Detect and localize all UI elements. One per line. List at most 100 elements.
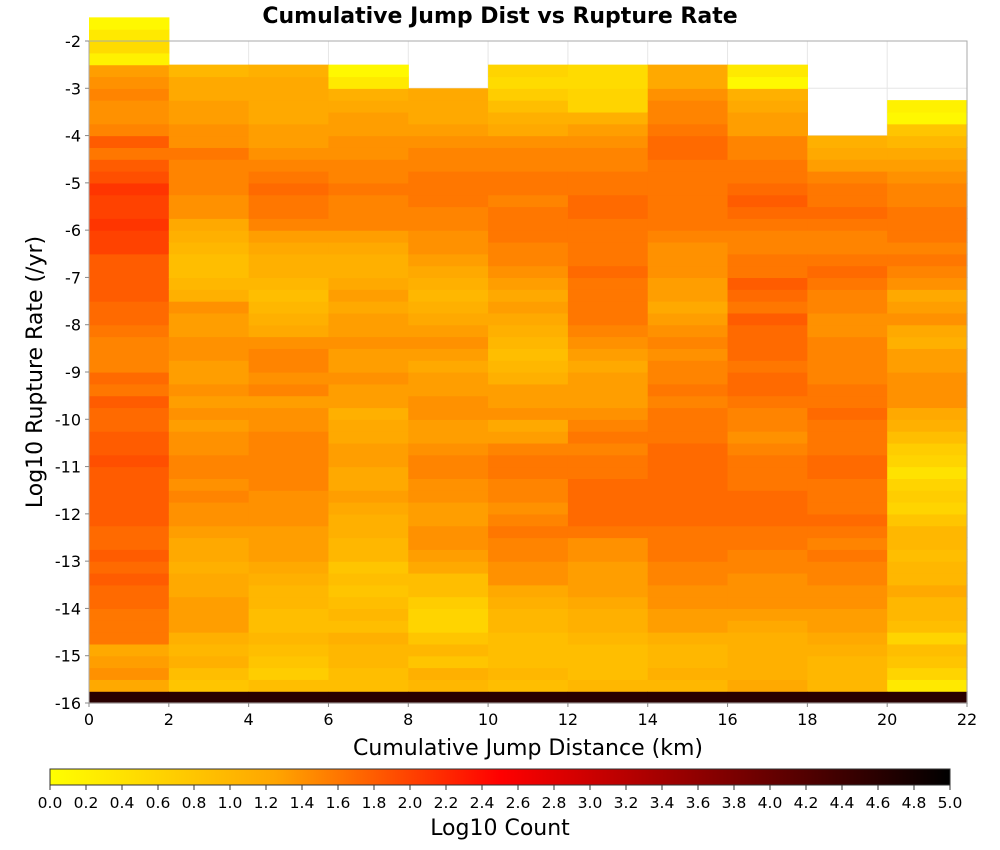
heatmap-cell xyxy=(248,324,330,338)
heatmap-cell xyxy=(807,431,888,444)
heatmap-cell xyxy=(887,336,968,349)
heatmap-cell xyxy=(727,301,808,314)
heatmap-cell xyxy=(647,596,729,610)
heatmap-cell xyxy=(727,395,808,409)
heatmap-cell xyxy=(328,502,409,515)
heatmap-cell xyxy=(89,265,170,279)
heatmap-cell xyxy=(248,442,330,456)
heatmap-cell xyxy=(567,111,649,125)
heatmap-cell xyxy=(168,572,250,586)
heatmap-cell xyxy=(408,111,489,125)
heatmap-cell xyxy=(248,596,330,610)
heatmap-cell xyxy=(567,230,649,243)
heatmap-cell xyxy=(168,218,250,231)
heatmap-cell xyxy=(567,584,649,598)
heatmap-cell xyxy=(647,466,729,479)
heatmap-cell xyxy=(89,679,170,692)
heatmap-cell xyxy=(887,360,968,373)
heatmap-cell xyxy=(328,572,409,586)
heatmap-cell xyxy=(89,407,170,420)
heatmap-cell xyxy=(727,241,808,255)
heatmap-cell xyxy=(887,584,968,598)
heatmap-cell xyxy=(567,643,649,657)
heatmap-cell xyxy=(168,513,250,527)
y-tick-label: -6 xyxy=(65,221,81,240)
heatmap-cell xyxy=(248,135,330,148)
heatmap-cell xyxy=(567,64,649,78)
heatmap-cell xyxy=(328,525,409,539)
heatmap-cell xyxy=(168,596,250,610)
heatmap-cell xyxy=(408,478,489,491)
heatmap-cell xyxy=(488,549,569,562)
heatmap-cell xyxy=(328,218,409,231)
heatmap-cell xyxy=(727,289,808,302)
heatmap-cell xyxy=(567,194,649,208)
heatmap-cell xyxy=(727,111,808,125)
heatmap-cell xyxy=(328,490,409,503)
heatmap-cell xyxy=(887,159,968,172)
heatmap-cell xyxy=(567,431,649,444)
heatmap-cell xyxy=(807,513,888,527)
heatmap-cell xyxy=(408,135,489,148)
heatmap-cell xyxy=(408,537,489,550)
heatmap-cell xyxy=(248,182,330,196)
heatmap-cell xyxy=(408,159,489,172)
heatmap-cell xyxy=(328,88,409,101)
heatmap-cell xyxy=(248,608,330,621)
heatmap-cell xyxy=(488,76,569,89)
heatmap-cell xyxy=(328,632,409,645)
heatmap-cell xyxy=(567,502,649,515)
heatmap-cell xyxy=(89,454,170,468)
heatmap-cell xyxy=(248,419,330,432)
heatmap-cell xyxy=(647,419,729,432)
heatmap-cell xyxy=(727,147,808,160)
colorbar-tick-label: 2.2 xyxy=(434,794,459,812)
colorbar-tick-label: 1.6 xyxy=(326,794,351,812)
heatmap-cell xyxy=(248,301,330,314)
heatmap-cell xyxy=(647,289,729,302)
heatmap-cell xyxy=(887,206,968,219)
heatmap-cell xyxy=(727,88,808,101)
heatmap-cell xyxy=(408,206,489,219)
heatmap-cell xyxy=(887,407,968,420)
heatmap-cell xyxy=(887,643,968,657)
heatmap-cell xyxy=(408,561,489,574)
heatmap-cell xyxy=(807,206,888,219)
heatmap-cell xyxy=(168,277,250,290)
heatmap-cell xyxy=(647,525,729,539)
heatmap-cell xyxy=(408,348,489,361)
heatmap-cell xyxy=(887,419,968,432)
heatmap-cell xyxy=(248,289,330,302)
heatmap-cell xyxy=(887,301,968,314)
heatmap-cell xyxy=(887,691,968,704)
heatmap-cell xyxy=(567,301,649,314)
heatmap-cell xyxy=(567,372,649,385)
y-tick-label: -9 xyxy=(65,363,81,382)
heatmap-cell xyxy=(727,135,808,148)
heatmap-cell xyxy=(647,171,729,184)
heatmap-cell xyxy=(887,218,968,231)
heatmap-cell xyxy=(248,360,330,373)
heatmap-cell xyxy=(647,537,729,550)
heatmap-cell xyxy=(89,171,170,184)
heatmap-cell xyxy=(89,230,170,243)
heatmap-cell xyxy=(488,466,569,479)
heatmap-cell xyxy=(488,655,569,669)
heatmap-cell xyxy=(328,431,409,444)
heatmap-cell xyxy=(408,466,489,479)
heatmap-cell xyxy=(488,218,569,231)
heatmap-cell xyxy=(408,360,489,373)
heatmap-cell xyxy=(647,679,729,692)
x-tick-label: 16 xyxy=(717,710,737,729)
y-tick-label: -15 xyxy=(55,647,81,666)
heatmap-cell xyxy=(807,336,888,349)
heatmap-cell xyxy=(488,312,569,326)
heatmap-cell xyxy=(168,431,250,444)
heatmap-cell xyxy=(408,643,489,657)
heatmap-cell xyxy=(89,525,170,539)
heatmap-cell xyxy=(488,336,569,349)
heatmap-cell xyxy=(248,123,330,137)
heatmap-cell xyxy=(887,182,968,196)
heatmap-cell xyxy=(807,596,888,610)
heatmap-cell xyxy=(488,478,569,491)
